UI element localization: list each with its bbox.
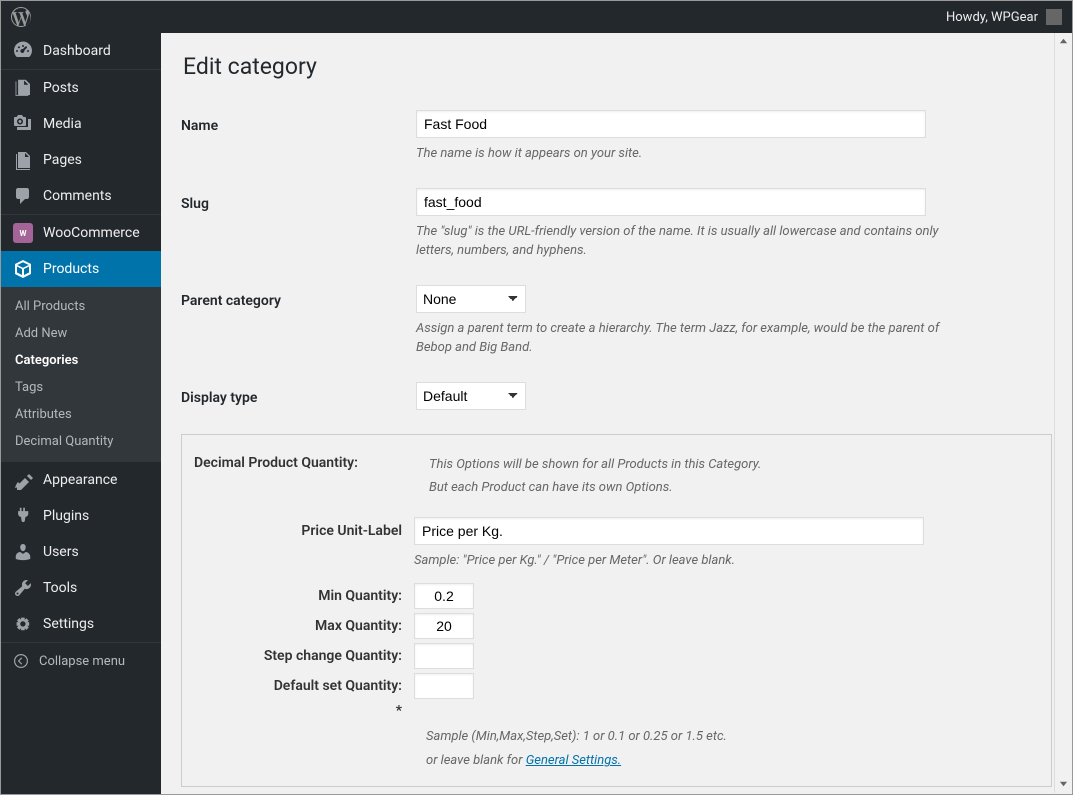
menu-label: Dashboard [43,43,111,59]
admin-bar: Howdy, WPGear [1,1,1072,33]
display-label: Display type [181,370,416,426]
submenu-add-new[interactable]: Add New [1,320,161,347]
step-qty-input[interactable] [414,643,474,669]
products-icon [13,259,33,279]
sidebar-item-plugins[interactable]: Plugins [1,498,161,534]
min-qty-label: Min Quantity: [194,588,414,604]
display-select[interactable]: Default [416,382,526,410]
admin-bar-right[interactable]: Howdy, WPGear [946,9,1062,25]
display-row: Display type Default [181,370,1052,426]
price-unit-label: Price Unit-Label [194,517,414,571]
parent-row: Parent category None Assign a parent ter… [181,273,1052,370]
asterisk-label: * [194,703,414,719]
menu-label: Appearance [43,472,117,488]
name-row: Name The name is how it appears on your … [181,98,1052,176]
sidebar-item-tools[interactable]: Tools [1,570,161,606]
submenu-all-products[interactable]: All Products [1,293,161,320]
max-qty-label: Max Quantity: [194,618,414,634]
max-qty-input[interactable] [414,613,474,639]
tools-icon [13,578,33,598]
price-unit-help: Sample: "Price per Kg." / "Price per Met… [414,551,964,571]
howdy-text: Howdy, WPGear [946,10,1038,25]
slug-label: Slug [181,176,416,273]
pages-icon [13,150,33,170]
parent-help: Assign a parent term to create a hierarc… [416,319,966,358]
sidebar-item-appearance[interactable]: Appearance [1,462,161,498]
sidebar-item-pages[interactable]: Pages [1,142,161,178]
collapse-menu[interactable]: Collapse menu [1,645,161,677]
decimal-quantity-box: Decimal Product Quantity: This Options w… [181,434,1052,788]
submenu-categories[interactable]: Categories [1,347,161,374]
menu-label: Pages [43,152,82,168]
media-icon [13,114,33,134]
settings-icon [13,614,33,634]
sidebar-item-settings[interactable]: Settings [1,606,161,642]
submenu-attributes[interactable]: Attributes [1,401,161,428]
posts-icon [13,78,33,98]
avatar [1046,9,1062,25]
sidebar-item-woocommerce[interactable]: W WooCommerce [1,215,161,251]
scrollbar[interactable] [1054,33,1071,793]
scroll-up-icon[interactable] [1056,34,1071,49]
decimal-section-label: Decimal Product Quantity: [194,447,429,471]
sample-note: Sample (Min,Max,Step,Set): 1 or 0.1 or 0… [426,725,1039,774]
parent-label: Parent category [181,273,416,370]
price-unit-input[interactable] [414,517,924,545]
collapse-label: Collapse menu [39,654,125,669]
slug-help: The "slug" is the URL-friendly version o… [416,222,966,261]
menu-label: Comments [43,188,112,204]
plugins-icon [13,506,33,526]
sidebar-item-users[interactable]: Users [1,534,161,570]
step-qty-label: Step change Quantity: [194,648,414,664]
menu-label: WooCommerce [43,225,140,241]
content-area: Edit category Name The name is how it ap… [161,33,1072,794]
comments-icon [13,186,33,206]
submenu-tags[interactable]: Tags [1,374,161,401]
wordpress-logo-icon[interactable] [11,7,31,27]
slug-row: Slug The "slug" is the URL-friendly vers… [181,176,1052,273]
sidebar-item-products[interactable]: Products [1,251,161,287]
decimal-intro: This Options will be shown for all Produ… [429,447,1039,500]
slug-input[interactable] [416,188,926,216]
submenu-decimal-quantity[interactable]: Decimal Quantity [1,428,161,455]
name-input[interactable] [416,110,926,138]
sidebar-item-dashboard[interactable]: Dashboard [1,33,161,69]
admin-sidebar: Dashboard Posts Media Pages Comments W W… [1,33,161,794]
menu-label: Products [43,261,99,277]
min-qty-input[interactable] [414,583,474,609]
name-label: Name [181,98,416,176]
menu-label: Media [43,116,82,132]
sidebar-item-posts[interactable]: Posts [1,70,161,106]
admin-bar-left [11,7,31,27]
collapse-icon [13,653,29,669]
default-qty-input[interactable] [414,673,474,699]
sidebar-item-media[interactable]: Media [1,106,161,142]
menu-label: Plugins [43,508,89,524]
parent-select[interactable]: None [416,285,526,313]
name-help: The name is how it appears on your site. [416,144,966,164]
default-qty-label: Default set Quantity: [194,678,414,694]
woocommerce-icon: W [13,223,33,243]
users-icon [13,542,33,562]
menu-label: Tools [43,580,77,596]
menu-label: Posts [43,80,79,96]
appearance-icon [13,470,33,490]
menu-label: Users [43,544,79,560]
dashboard-icon [13,41,33,61]
general-settings-link[interactable]: General Settings. [526,753,621,768]
scroll-down-icon[interactable] [1056,776,1071,791]
page-title: Edit category [183,53,1052,80]
menu-label: Settings [43,616,94,632]
products-submenu: All Products Add New Categories Tags Att… [1,287,161,461]
sidebar-item-comments[interactable]: Comments [1,178,161,214]
